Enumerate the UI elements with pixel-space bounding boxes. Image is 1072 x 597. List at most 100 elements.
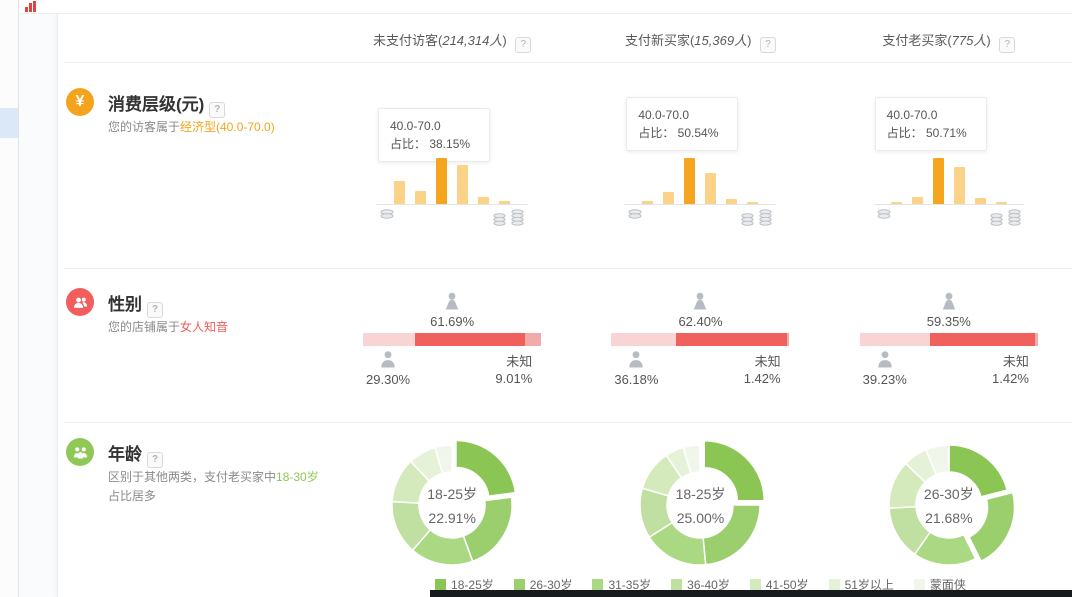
coins-low-icon bbox=[877, 209, 891, 219]
bar-segment[interactable] bbox=[457, 165, 469, 204]
age-donut-chart[interactable]: 18-25岁 22.91% bbox=[377, 430, 527, 580]
column-label: 支付老买家( bbox=[882, 33, 952, 48]
bar-segment[interactable] bbox=[995, 202, 1007, 204]
help-icon[interactable]: ? bbox=[209, 102, 226, 118]
bar-segment[interactable] bbox=[747, 202, 759, 204]
female-percent: 62.40% bbox=[678, 314, 723, 329]
legend-item[interactable]: 41-50岁 bbox=[749, 576, 809, 593]
female-percent: 59.35% bbox=[926, 314, 971, 329]
gender-segment-unknown[interactable] bbox=[1035, 333, 1038, 346]
donut-segment-18-25岁[interactable] bbox=[703, 440, 766, 502]
legend-swatch bbox=[513, 579, 525, 590]
unknown-label: 未知 bbox=[1002, 354, 1029, 369]
age-donut-chart[interactable]: 26-30岁 21.68% bbox=[874, 430, 1024, 580]
gender-segment-unknown[interactable] bbox=[786, 333, 790, 346]
age-highlight-text: 18-30岁 bbox=[276, 470, 319, 484]
consumption-bar-chart[interactable] bbox=[377, 156, 528, 227]
age-cell-unpaid: 18-25岁 22.91% bbox=[328, 422, 576, 572]
coins-low-icon bbox=[628, 209, 642, 219]
help-icon[interactable]: ? bbox=[147, 302, 163, 318]
gender-segment-male[interactable] bbox=[363, 333, 416, 346]
donut-segment-蒙面侠[interactable] bbox=[434, 444, 453, 475]
consumption-bar-chart[interactable] bbox=[873, 156, 1024, 227]
section-divider bbox=[64, 422, 1072, 423]
donut-segment-18-25岁[interactable] bbox=[455, 439, 517, 498]
gender-segment-female[interactable] bbox=[929, 333, 1036, 346]
donut-segment-蒙面侠[interactable] bbox=[682, 444, 702, 475]
legend-swatch bbox=[592, 579, 604, 590]
bar-segment[interactable] bbox=[932, 158, 944, 204]
donut-segment-26-30岁[interactable] bbox=[462, 496, 513, 563]
consumption-cell-new-buyers: 40.0-70.0 占比： 50.54% bbox=[576, 62, 824, 268]
bar-segment[interactable] bbox=[953, 167, 965, 204]
donut-segment-蒙面侠[interactable] bbox=[924, 444, 950, 476]
legend-item[interactable]: 蒙面侠 bbox=[913, 576, 966, 593]
bar-segment[interactable] bbox=[415, 191, 427, 204]
legend-swatch bbox=[749, 579, 761, 590]
female-percent: 61.69% bbox=[430, 314, 475, 329]
legend-swatch bbox=[671, 579, 683, 590]
bar-segment[interactable] bbox=[974, 198, 986, 204]
age-donut-chart[interactable]: 18-25岁 25.00% bbox=[625, 430, 775, 580]
coins-low-icon bbox=[380, 209, 394, 219]
help-icon[interactable]: ? bbox=[147, 452, 163, 468]
bar-segment[interactable] bbox=[911, 197, 923, 204]
tooltip-range: 40.0-70.0 bbox=[638, 108, 690, 122]
gender-chart[interactable]: 61.69% 29.30% 未知 9.01% bbox=[363, 292, 542, 392]
gender-segment-unknown[interactable] bbox=[525, 333, 542, 346]
gender-segment-female[interactable] bbox=[415, 333, 526, 346]
bar-segment[interactable] bbox=[684, 158, 696, 204]
left-sidebar bbox=[0, 0, 19, 597]
legend-label: 蒙面侠 bbox=[929, 578, 966, 592]
age-cells-row: 18-25岁 22.91% 18-25岁 25.00% 26-30岁 21.68… bbox=[328, 422, 1072, 572]
column-header-old-buyers: 支付老买家(775人) ? bbox=[825, 30, 1072, 53]
help-icon[interactable]: ? bbox=[515, 37, 532, 53]
gender-section-subtitle: 您的店铺属于女人知音 bbox=[108, 320, 229, 334]
section-divider bbox=[64, 268, 1072, 269]
bar-segment[interactable] bbox=[394, 181, 406, 204]
legend-label: 26-30岁 bbox=[529, 578, 573, 592]
column-count: 775人 bbox=[951, 33, 987, 48]
bar-segment[interactable] bbox=[478, 197, 490, 204]
sidebar-selected-item[interactable] bbox=[0, 108, 18, 138]
legend-item[interactable]: 31-35岁 bbox=[592, 576, 651, 593]
age-cell-old-buyers: 26-30岁 21.68% bbox=[825, 422, 1072, 572]
gender-stacked-bar[interactable] bbox=[363, 333, 542, 346]
unknown-percent: 1.42% bbox=[743, 371, 781, 386]
gender-segment-female[interactable] bbox=[675, 333, 787, 346]
gender-chart[interactable]: 59.35% 39.23% 未知 1.42% bbox=[859, 292, 1038, 392]
bar-segment[interactable] bbox=[436, 158, 448, 204]
bar-segment[interactable] bbox=[705, 173, 717, 204]
bar-segment[interactable] bbox=[890, 202, 902, 204]
column-header-new-buyers: 支付新买家(15,369人) ? bbox=[576, 30, 824, 53]
coins-high-icon bbox=[492, 208, 525, 227]
coins-high-icon bbox=[740, 208, 773, 227]
donut-segment-26-30岁[interactable] bbox=[702, 504, 762, 566]
yen-icon: ¥ bbox=[66, 88, 94, 116]
bar-segment[interactable] bbox=[663, 192, 675, 204]
donut-segment-26-30岁[interactable] bbox=[967, 491, 1015, 563]
gender-stacked-bar[interactable] bbox=[859, 333, 1038, 346]
legend-item[interactable]: 26-30岁 bbox=[513, 576, 573, 593]
legend-label: 36-40岁 bbox=[687, 578, 730, 592]
male-icon bbox=[875, 350, 895, 370]
column-label: 支付新买家( bbox=[624, 33, 695, 48]
bar-segment[interactable] bbox=[642, 201, 654, 204]
consumption-bar-chart[interactable] bbox=[625, 156, 776, 227]
legend-item[interactable]: 36-40岁 bbox=[671, 576, 730, 593]
gender-segment-male[interactable] bbox=[611, 333, 676, 346]
gender-stacked-bar[interactable] bbox=[611, 333, 790, 346]
legend-item[interactable]: 51岁以上 bbox=[828, 576, 894, 593]
legend-item[interactable]: 18-25岁 bbox=[435, 576, 494, 593]
gender-chart[interactable]: 62.40% 36.18% 未知 1.42% bbox=[611, 292, 790, 392]
bar-segment[interactable] bbox=[726, 199, 738, 204]
bar-tooltip: 40.0-70.0 占比： 38.15% bbox=[378, 108, 490, 162]
help-icon[interactable]: ? bbox=[999, 37, 1016, 53]
gender-segment-male[interactable] bbox=[859, 333, 930, 346]
help-icon[interactable]: ? bbox=[760, 37, 777, 53]
bar-segment[interactable] bbox=[499, 201, 511, 204]
consumption-section-subtitle: 您的访客属于经济型(40.0-70.0) bbox=[108, 120, 275, 134]
donut-segment-18-25岁[interactable] bbox=[948, 444, 1008, 498]
male-percent: 36.18% bbox=[614, 372, 659, 387]
gender-cell-new-buyers: 62.40% 36.18% 未知 1.42% bbox=[576, 268, 824, 422]
